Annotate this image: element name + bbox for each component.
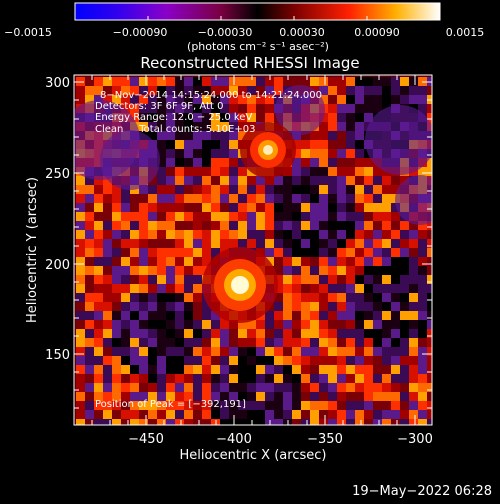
y-tick-label: 200 xyxy=(45,258,70,273)
colorbar-tick-label: 0.00030 xyxy=(279,26,325,39)
info-detectors: Detectors: 3F 6F 9F, Att 0 xyxy=(95,101,223,112)
colorbar-tick-label: 0.0015 xyxy=(446,26,485,39)
y-tick-label: 250 xyxy=(45,167,70,182)
y-tick-label: 150 xyxy=(45,348,70,363)
plot-frame xyxy=(73,74,433,426)
colorbar-tick-label: −0.00030 xyxy=(198,26,253,39)
colorbar xyxy=(74,2,441,21)
x-tick-label: −300 xyxy=(397,432,433,447)
info-time-range: 8−Nov−2014 14:15:24.000 to 14:21:24.000 xyxy=(100,90,322,101)
info-energy-range: Energy Range: 12.0 − 25.0 keV xyxy=(95,112,252,123)
footer-timestamp: 19−May−2022 06:28 xyxy=(352,484,492,499)
x-axis-label: Heliocentric X (arcsec) xyxy=(180,448,327,463)
colorbar-units: (photons cm⁻² s⁻¹ asec⁻²) xyxy=(187,40,329,53)
colorbar-tick-label: −0.0015 xyxy=(4,26,52,39)
peak-position-label: Position of Peak = [−392,191] xyxy=(95,399,246,410)
info-clean-counts: Clean Total counts: 5.10E+03 xyxy=(95,124,255,135)
colorbar-tick-label: 0.00090 xyxy=(354,26,400,39)
y-tick-label: 300 xyxy=(45,76,70,91)
y-axis-label: Heliocentric Y (arcsec) xyxy=(25,177,40,323)
x-tick-label: −350 xyxy=(307,432,343,447)
colorbar-tick-label: −0.00090 xyxy=(113,26,168,39)
axis-ticks xyxy=(74,75,432,425)
x-tick-label: −400 xyxy=(216,432,252,447)
hxr-image xyxy=(74,75,432,425)
colorbar-ticks xyxy=(74,16,441,20)
plot-title: Reconstructed RHESSI Image xyxy=(140,54,359,72)
x-tick-label: −450 xyxy=(128,432,164,447)
